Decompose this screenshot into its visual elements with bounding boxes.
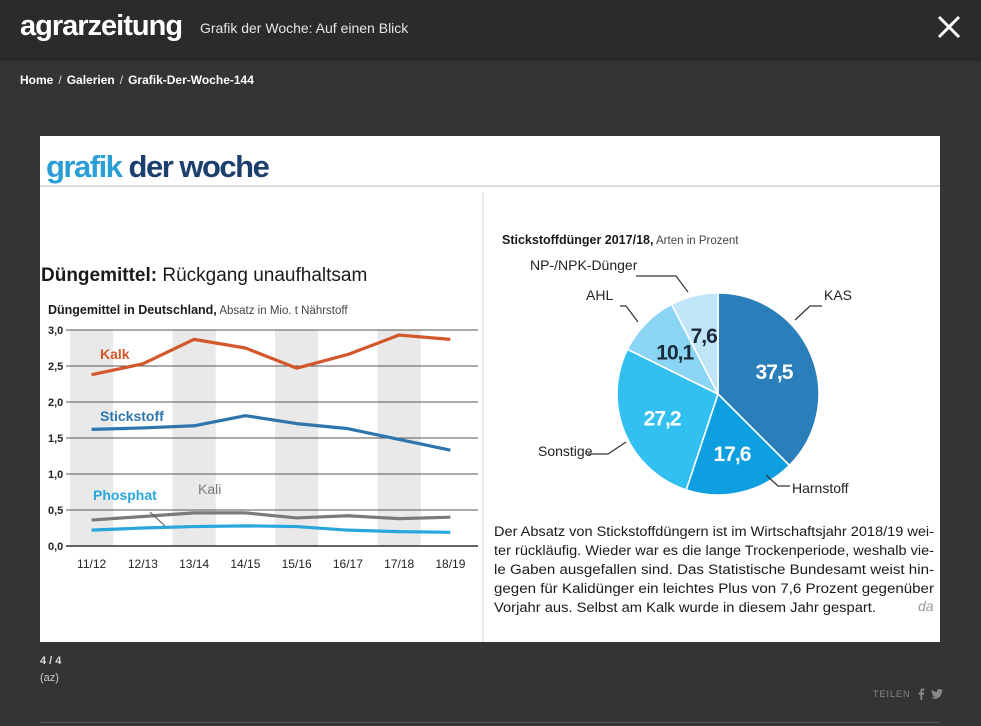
series-label: Kalk xyxy=(100,346,130,362)
line-chart-subtitle: Düngemittel in Deutschland, Absatz in Mi… xyxy=(48,303,348,317)
gallery-image: grafik der woche Düngemittel: Rückgang u… xyxy=(40,136,940,642)
leader-line xyxy=(149,511,166,527)
y-tick-label: 3,0 xyxy=(48,325,63,337)
pie-value-label: 7,6 xyxy=(691,325,718,348)
pie-leader-line xyxy=(765,474,790,487)
y-tick-label: 2,0 xyxy=(48,397,63,409)
breadcrumb-home[interactable]: Home xyxy=(20,73,54,87)
pie-category-label: Sonstige xyxy=(538,443,593,459)
pie-category-label: Harnstoff xyxy=(792,480,849,496)
pie-value-label: 37,5 xyxy=(756,361,794,384)
pie-value-label: 27,2 xyxy=(644,407,681,430)
chart-headline: Düngemittel: Rückgang unaufhaltsam xyxy=(41,265,367,286)
series-line-kali xyxy=(91,511,451,522)
pie-slice-np-npk-d-nger xyxy=(670,292,719,395)
gallery-title: Grafik der Woche: Auf einen Blick xyxy=(200,20,409,36)
series-line-stickstoff xyxy=(91,414,451,452)
breadcrumb-separator: / xyxy=(58,73,62,87)
slide-counter: 4 / 4 xyxy=(40,655,62,667)
breadcrumb-galerien[interactable]: Galerien xyxy=(66,73,115,87)
breadcrumb-current[interactable]: Grafik-Der-Woche-144 xyxy=(128,73,254,87)
pie-leader-line xyxy=(636,275,689,293)
breadcrumb: Home / Galerien / Grafik-Der-Woche-144 xyxy=(20,73,254,87)
x-tick-label: 15/16 xyxy=(282,557,312,571)
pie-slice-kas xyxy=(717,292,820,467)
y-tick-label: 1,5 xyxy=(48,433,63,445)
line-chart: 0,0 0,5 1,0 1,5 2,0 2,5 3,0 11/12 12/13 13/14 14/1… xyxy=(48,325,478,571)
caption-line: gegen für Kalidünger ein leichtes Plus v… xyxy=(494,581,935,596)
x-tick-label: 14/15 xyxy=(230,557,260,571)
share-label: TEILEN xyxy=(873,689,911,699)
x-tick-label: 17/18 xyxy=(384,557,414,571)
author-signature: da xyxy=(918,598,934,614)
top-bar: agrarzeitung Grafik der Woche: Auf einen… xyxy=(0,0,981,58)
series-label: Stickstoff xyxy=(100,408,164,424)
pie-category-label: AHL xyxy=(586,287,613,303)
series-label: Phosphat xyxy=(93,487,157,503)
site-logo[interactable]: agrarzeitung xyxy=(20,10,183,42)
pie-category-label: NP-/NPK-Dünger xyxy=(530,257,638,273)
share-bar: TEILEN xyxy=(873,688,943,700)
banner-title: grafik der woche xyxy=(46,149,270,184)
close-icon[interactable] xyxy=(934,12,964,42)
caption-line: Der Absatz von Stickstoffdüngern ist im … xyxy=(494,524,934,539)
pie-category-label: KAS xyxy=(824,287,852,303)
y-tick-label: 1,0 xyxy=(48,469,63,481)
pie-chart: 37,5 KAS 17,6 Harnstoff 27,2 Sonstige 10,1 AHL 7… xyxy=(530,257,852,496)
pie-leader-line xyxy=(588,441,627,455)
caption-line: le Gaben ausgefallen sind. Das Statistis… xyxy=(494,562,934,577)
x-tick-label: 13/14 xyxy=(179,557,209,571)
pie-leader-line xyxy=(620,305,639,323)
y-tick-label: 0,0 xyxy=(48,541,63,553)
pie-value-label: 10,1 xyxy=(656,342,694,365)
facebook-icon[interactable] xyxy=(917,688,925,700)
series-label: Kali xyxy=(198,481,221,497)
pie-chart-subtitle: Stickstoffdünger 2017/18, Arten in Proze… xyxy=(502,233,739,247)
breadcrumb-separator: / xyxy=(119,73,124,87)
x-tick-label: 18/19 xyxy=(435,557,465,571)
caption-paragraph: Der Absatz von Stickstoffdüngern ist im … xyxy=(494,524,935,615)
pie-leader-line xyxy=(794,305,822,321)
pie-value-label: 17,6 xyxy=(714,443,751,466)
pie-slice-harnstoff xyxy=(685,392,791,496)
y-tick-label: 0,5 xyxy=(48,505,63,517)
series-line-phosphat xyxy=(91,524,451,534)
pie-slice-sonstige xyxy=(616,348,719,491)
x-tick-label: 16/17 xyxy=(333,557,363,571)
series-line-kalk xyxy=(91,333,451,377)
y-tick-label: 2,5 xyxy=(48,361,63,373)
x-tick-label: 11/12 xyxy=(77,557,106,571)
x-tick-label: 12/13 xyxy=(128,557,158,571)
twitter-icon[interactable] xyxy=(930,689,943,699)
image-credit: (az) xyxy=(40,672,59,684)
caption-line: ter rückläufig. Wieder war es die lange … xyxy=(494,543,934,558)
caption-line: Vorjahr aus. Selbst am Kalk wurde in die… xyxy=(494,600,876,615)
footer-divider xyxy=(40,722,940,723)
